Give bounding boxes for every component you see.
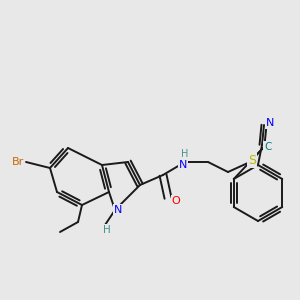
Text: N: N bbox=[179, 160, 187, 170]
Text: H: H bbox=[103, 225, 111, 235]
Text: N: N bbox=[114, 205, 122, 215]
Text: Br: Br bbox=[12, 157, 24, 167]
Text: S: S bbox=[248, 154, 256, 166]
Text: H: H bbox=[181, 149, 189, 159]
Text: C: C bbox=[264, 142, 272, 152]
Text: O: O bbox=[172, 196, 180, 206]
Text: N: N bbox=[266, 118, 274, 128]
